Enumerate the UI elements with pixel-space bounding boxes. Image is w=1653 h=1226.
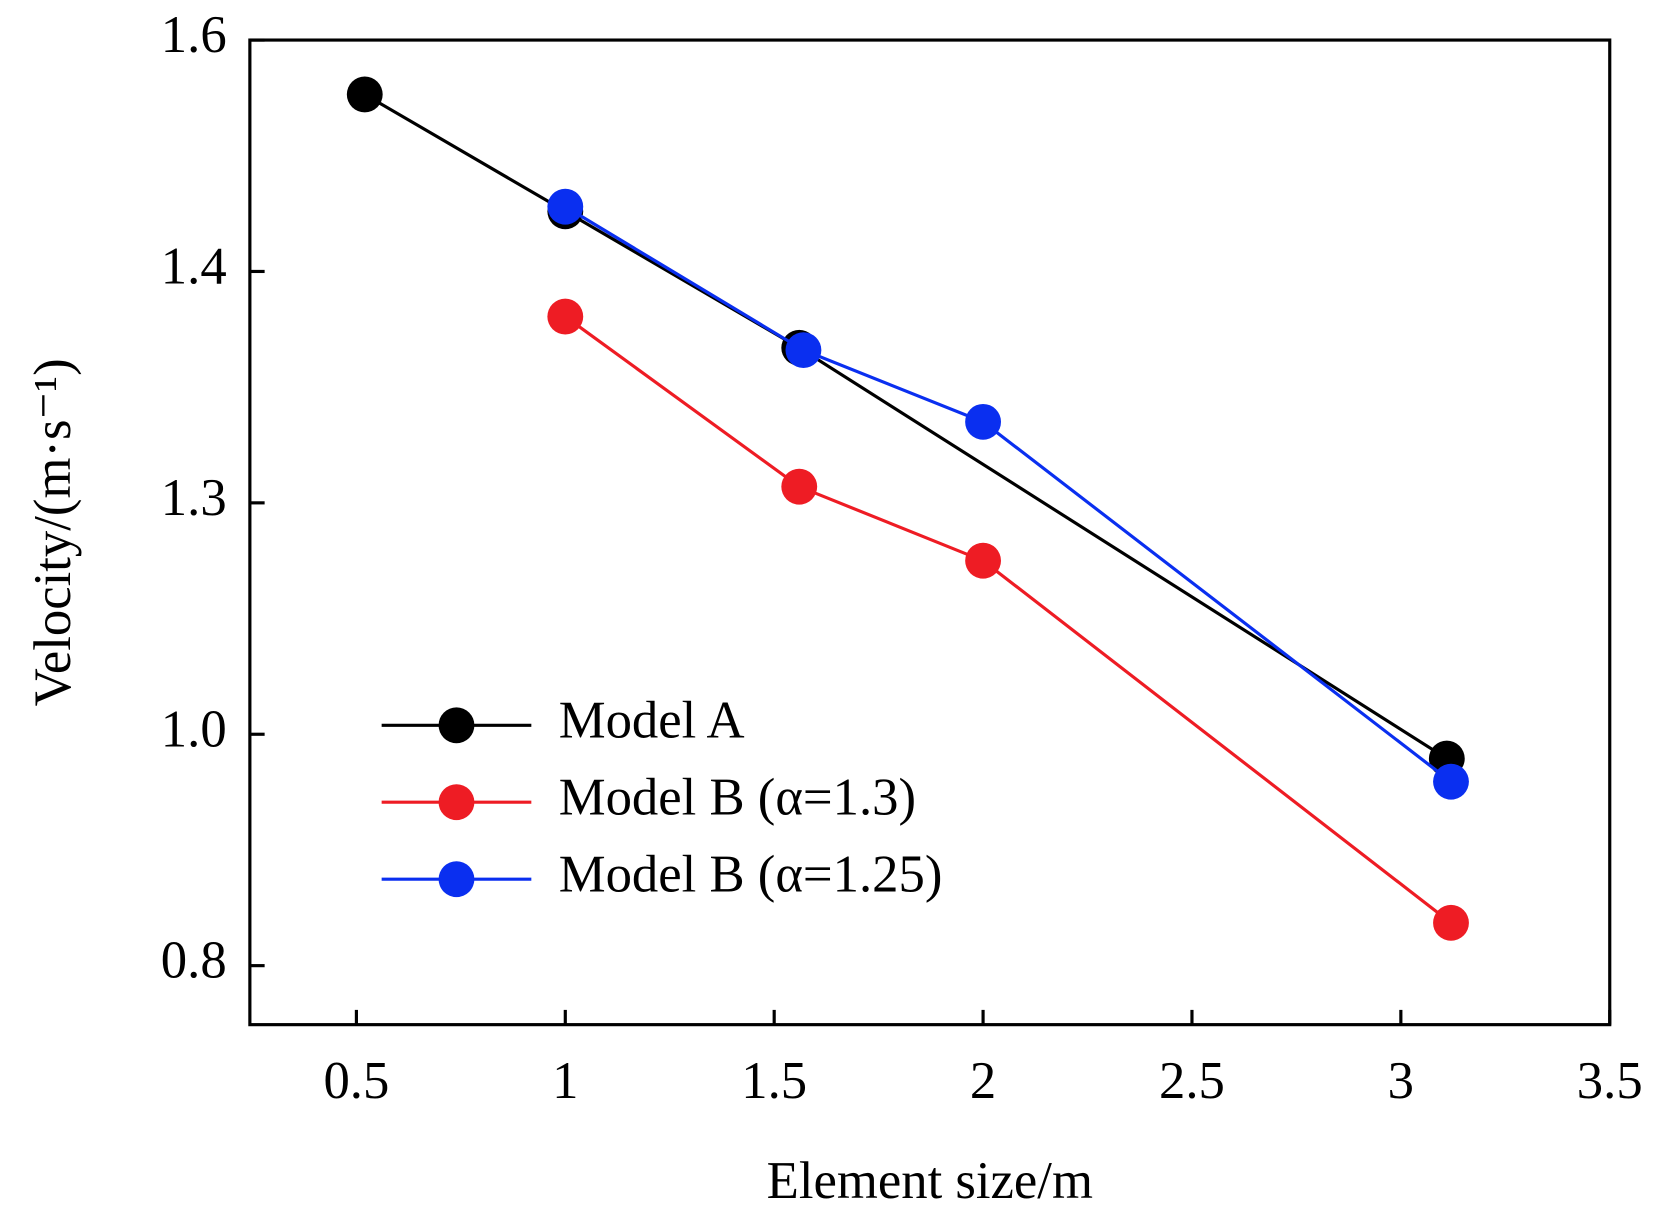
y-tick-label: 1.3 <box>161 469 227 527</box>
point <box>781 468 818 505</box>
legend-marker <box>438 707 475 744</box>
point <box>1433 904 1469 941</box>
y-tick-label: 1.0 <box>161 700 227 758</box>
plot-frame <box>248 38 1612 1027</box>
point <box>547 298 584 335</box>
point <box>785 332 822 369</box>
legend-label: Model A <box>559 691 745 749</box>
x-tick-label: 1.5 <box>741 1052 807 1110</box>
x-tick-label: 1 <box>552 1052 578 1110</box>
y-axis-label: Velocity/(m·s⁻¹) <box>24 358 82 706</box>
legend-label: Model B (α=1.25) <box>559 845 943 903</box>
legend-marker <box>438 784 475 821</box>
x-tick-label: 2 <box>970 1052 996 1110</box>
series-line <box>564 205 1452 783</box>
point <box>547 188 584 225</box>
x-tick-label: 0.5 <box>323 1052 389 1110</box>
x-tick-label: 3.5 <box>1577 1052 1643 1110</box>
x-tick-label: 3 <box>1388 1052 1414 1110</box>
x-tick-label: 2.5 <box>1159 1052 1225 1110</box>
point <box>346 76 383 113</box>
legend-marker <box>438 861 475 898</box>
point <box>965 403 1001 440</box>
point <box>1433 763 1469 800</box>
series-line <box>564 315 1452 925</box>
y-tick-label: 1.6 <box>161 6 227 64</box>
point <box>965 542 1001 579</box>
x-axis-label: Element size/m <box>767 1152 1093 1210</box>
legend-label: Model B (α=1.3) <box>559 768 916 826</box>
y-tick-label: 1.4 <box>161 238 227 296</box>
series-line <box>363 93 1448 760</box>
y-tick-label: 0.8 <box>161 932 227 990</box>
